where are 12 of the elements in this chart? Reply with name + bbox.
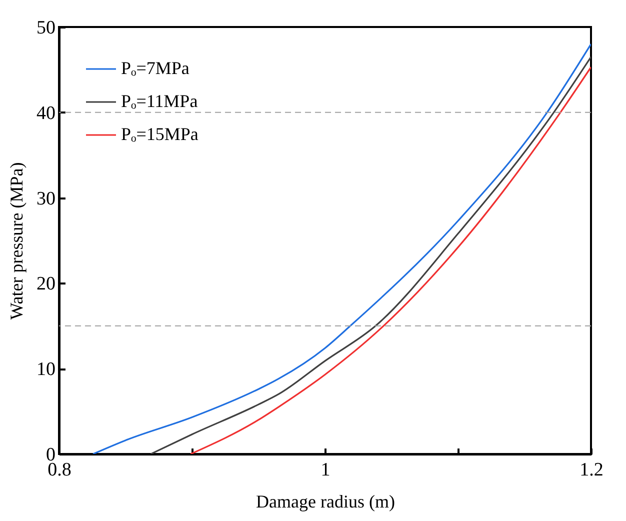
y-tick-label: 20 <box>36 274 56 295</box>
legend-label: Pₒ=15MPa <box>121 124 198 144</box>
x-tick-label: 1.2 <box>580 460 604 480</box>
x-axis-title: Damage radius (m) <box>256 492 395 512</box>
y-tick-label: 40 <box>36 102 56 124</box>
x-tick-label: 1 <box>320 460 330 480</box>
legend-label: Pₒ=11MPa <box>121 91 198 111</box>
y-tick-label: 10 <box>36 359 56 380</box>
legend-label: Pₒ=7MPa <box>121 58 190 78</box>
y-axis-title: Water pressure (MPa) <box>6 162 26 320</box>
y-tick-label: 30 <box>36 188 56 210</box>
y-tick-label: 50 <box>36 18 56 38</box>
